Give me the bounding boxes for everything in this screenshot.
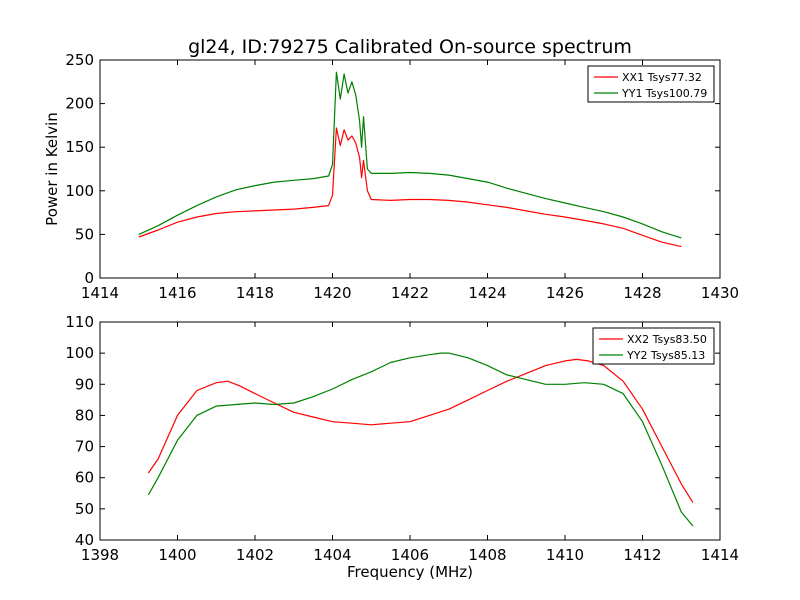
top-y-tick-label: 50 — [75, 225, 94, 243]
top-y-tick-label: 250 — [65, 51, 94, 69]
top-x-tick-label: 1414 — [81, 284, 119, 302]
bottom-x-tick-label: 1410 — [546, 546, 584, 564]
top-panel: 1414 1416 1418 1420 1422 1424 1426 1428 1430 0 50 1… — [65, 51, 739, 302]
top-legend-box — [587, 65, 715, 103]
bottom-y-tick-label: 100 — [65, 344, 94, 362]
top-x-tick-label: 1422 — [391, 284, 429, 302]
bottom-legend-box — [592, 327, 715, 365]
bottom-y-tick-label: 110 — [65, 313, 94, 331]
bottom-y-tick-label: 70 — [75, 438, 94, 456]
bottom-x-tick-label: 1402 — [236, 546, 274, 564]
top-x-tick-label: 1416 — [158, 284, 196, 302]
top-x-tick-label: 1420 — [313, 284, 351, 302]
bottom-legend-label-2: YY2 Tsys85.13 — [626, 349, 705, 362]
bottom-legend-label-1: XX2 Tsys83.50 — [627, 333, 707, 346]
bottom-y-tick-label: 40 — [75, 531, 94, 549]
top-series-line-1 — [138, 127, 682, 248]
bottom-x-tick-label: 1414 — [701, 546, 739, 564]
top-legend-label-2: YY1 Tsys100.79 — [621, 87, 707, 100]
top-x-tick-label: 1424 — [468, 284, 506, 302]
top-x-tick-label: 1418 — [236, 284, 274, 302]
bottom-y-tick-label: 60 — [75, 469, 94, 487]
bottom-series-line-1 — [147, 358, 694, 503]
figure-title: gl24, ID:79275 Calibrated On-source spec… — [188, 36, 632, 58]
bottom-x-tick-label: 1404 — [313, 546, 351, 564]
bottom-legend: XX2 Tsys83.50 YY2 Tsys85.13 — [592, 327, 715, 365]
top-y-tick-label: 100 — [65, 182, 94, 200]
top-legend-label-1: XX1 Tsys77.32 — [622, 71, 702, 84]
top-x-tick-label: 1428 — [623, 284, 661, 302]
top-x-tick-label: 1426 — [546, 284, 584, 302]
top-series-line-2 — [138, 71, 682, 239]
bottom-x-tick-label: 1412 — [623, 546, 661, 564]
bottom-x-tick-label: 1408 — [468, 546, 506, 564]
bottom-y-tick-label: 90 — [75, 375, 94, 393]
chart-panels: 1414 1416 1418 1420 1422 1424 1426 1428 14300501… — [65, 51, 739, 564]
bottom-x-tick-label: 1398 — [81, 546, 119, 564]
top-y-axis-label: Power in Kelvin — [43, 112, 61, 226]
bottom-series-line-2 — [147, 352, 694, 527]
top-y-tick-label: 0 — [84, 269, 94, 287]
top-x-tick-label: 1430 — [701, 284, 739, 302]
bottom-y-tick-label: 50 — [75, 500, 94, 518]
top-legend: XX1 Tsys77.32 YY1 Tsys100.79 — [587, 65, 715, 103]
top-y-tick-label: 150 — [65, 138, 94, 156]
bottom-y-tick-label: 80 — [75, 406, 94, 424]
bottom-x-tick-label: 1400 — [158, 546, 196, 564]
bottom-panel: 1398 1400 1402 1404 1406 1408 1410 1412 1414 40 50… — [65, 313, 739, 564]
bottom-x-tick-label: 1406 — [391, 546, 429, 564]
bottom-x-axis-label: Frequency (MHz) — [347, 563, 473, 581]
top-y-tick-label: 200 — [65, 95, 94, 113]
